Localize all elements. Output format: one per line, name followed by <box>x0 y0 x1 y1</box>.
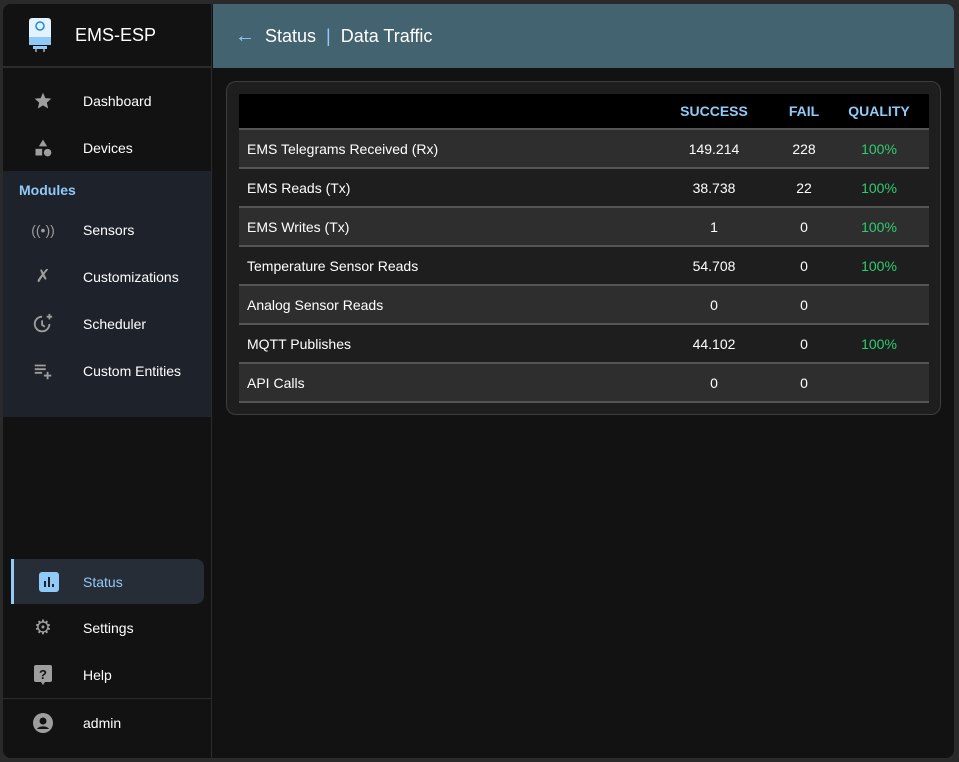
sidebar-item-label: Help <box>83 666 112 683</box>
boiler-logo-icon <box>29 18 51 52</box>
more-time-icon <box>3 313 83 335</box>
cell-name: Temperature Sensor Reads <box>239 246 649 286</box>
account-circle-icon <box>3 713 83 733</box>
cell-name: MQTT Publishes <box>239 324 649 364</box>
user-name: admin <box>83 715 122 731</box>
cell-quality: 100% <box>829 207 929 247</box>
cell-quality <box>829 363 929 403</box>
sidebar-item-label: Dashboard <box>83 92 152 109</box>
table-row: API Calls 0 0 <box>239 363 929 403</box>
cell-success: 44.102 <box>649 324 779 364</box>
breadcrumb-section[interactable]: Status <box>265 25 317 46</box>
sidebar-item-label: Custom Entities <box>83 362 182 379</box>
sidebar-item-label: Customizations <box>83 268 179 285</box>
cell-success: 0 <box>649 285 779 325</box>
sidebar-item-devices[interactable]: Devices <box>3 124 211 171</box>
sidebar-item-label: Scheduler <box>83 315 147 332</box>
cell-name: EMS Reads (Tx) <box>239 168 649 208</box>
table-row: EMS Writes (Tx) 1 0 100% <box>239 207 929 247</box>
sidebar: EMS-ESP Dashboard Devices Modules ((•)) … <box>3 4 212 758</box>
cell-quality: 100% <box>829 129 929 169</box>
data-traffic-table: SUCCESS FAIL QUALITY EMS Telegrams Recei… <box>239 94 929 403</box>
sidebar-item-user[interactable]: admin <box>3 699 212 747</box>
sidebar-item-status[interactable]: Status <box>11 559 204 604</box>
sidebar-item-customizations[interactable]: ✗ Customizations <box>3 253 211 300</box>
cell-fail: 0 <box>779 246 829 286</box>
sidebar-item-dashboard[interactable]: Dashboard <box>3 77 211 124</box>
help-icon: ? <box>3 664 83 685</box>
star-icon <box>3 91 83 111</box>
cell-quality: 100% <box>829 168 929 208</box>
table-row: EMS Telegrams Received (Rx) 149.214 228 100… <box>239 129 929 169</box>
modules-section: Modules ((•)) Sensors ✗ Customizations S… <box>3 171 211 417</box>
modules-header: Modules <box>19 182 76 198</box>
cell-success: 54.708 <box>649 246 779 286</box>
cell-quality: 100% <box>829 246 929 286</box>
sidebar-item-custom-entities[interactable]: Custom Entities <box>3 347 211 394</box>
data-traffic-card: SUCCESS FAIL QUALITY EMS Telegrams Recei… <box>226 81 941 415</box>
cell-success: 0 <box>649 363 779 403</box>
cell-name: EMS Writes (Tx) <box>239 207 649 247</box>
cell-fail: 22 <box>779 168 829 208</box>
sidebar-item-label: Sensors <box>83 221 135 238</box>
playlist-add-icon <box>3 360 83 382</box>
cell-fail: 228 <box>779 129 829 169</box>
brand: EMS-ESP <box>3 4 211 68</box>
sidebar-item-label: Settings <box>83 619 134 636</box>
cell-success: 38.738 <box>649 168 779 208</box>
cell-fail: 0 <box>779 363 829 403</box>
column-header-quality: QUALITY <box>829 94 929 130</box>
gear-icon: ⚙ <box>34 617 52 639</box>
sensors-icon: ((•)) <box>31 221 55 238</box>
bar-chart-icon <box>14 571 83 592</box>
cell-quality <box>829 285 929 325</box>
breadcrumb-separator: | <box>326 25 331 46</box>
cell-fail: 0 <box>779 324 829 364</box>
category-icon <box>3 138 83 158</box>
sidebar-item-help[interactable]: ? Help <box>3 651 212 698</box>
sidebar-item-label: Devices <box>83 139 133 156</box>
table-row: Analog Sensor Reads 0 0 <box>239 285 929 325</box>
sidebar-item-sensors[interactable]: ((•)) Sensors <box>3 206 211 253</box>
app-title: EMS-ESP <box>75 24 157 45</box>
back-arrow-icon[interactable]: ← <box>235 24 255 47</box>
cell-name: EMS Telegrams Received (Rx) <box>239 129 649 169</box>
tools-icon: ✗ <box>35 266 51 286</box>
cell-name: API Calls <box>239 363 649 403</box>
table-row: EMS Reads (Tx) 38.738 22 100% <box>239 168 929 208</box>
sidebar-item-settings[interactable]: ⚙ Settings <box>3 604 212 651</box>
app-window: EMS-ESP Dashboard Devices Modules ((•)) … <box>3 4 954 758</box>
cell-fail: 0 <box>779 207 829 247</box>
column-header-name <box>239 94 649 130</box>
divider <box>3 698 212 699</box>
column-header-fail: FAIL <box>779 94 829 130</box>
sidebar-item-scheduler[interactable]: Scheduler <box>3 300 211 347</box>
table-row: Temperature Sensor Reads 54.708 0 100% <box>239 246 929 286</box>
table-row: MQTT Publishes 44.102 0 100% <box>239 324 929 364</box>
sidebar-item-label: Status <box>83 573 123 590</box>
page-header: ← Status | Data Traffic <box>213 4 954 68</box>
page-title: Data Traffic <box>340 25 433 46</box>
cell-success: 149.214 <box>649 129 779 169</box>
column-header-success: SUCCESS <box>649 94 779 130</box>
cell-success: 1 <box>649 207 779 247</box>
svg-text:?: ? <box>39 667 47 682</box>
cell-quality: 100% <box>829 324 929 364</box>
cell-name: Analog Sensor Reads <box>239 285 649 325</box>
cell-fail: 0 <box>779 285 829 325</box>
